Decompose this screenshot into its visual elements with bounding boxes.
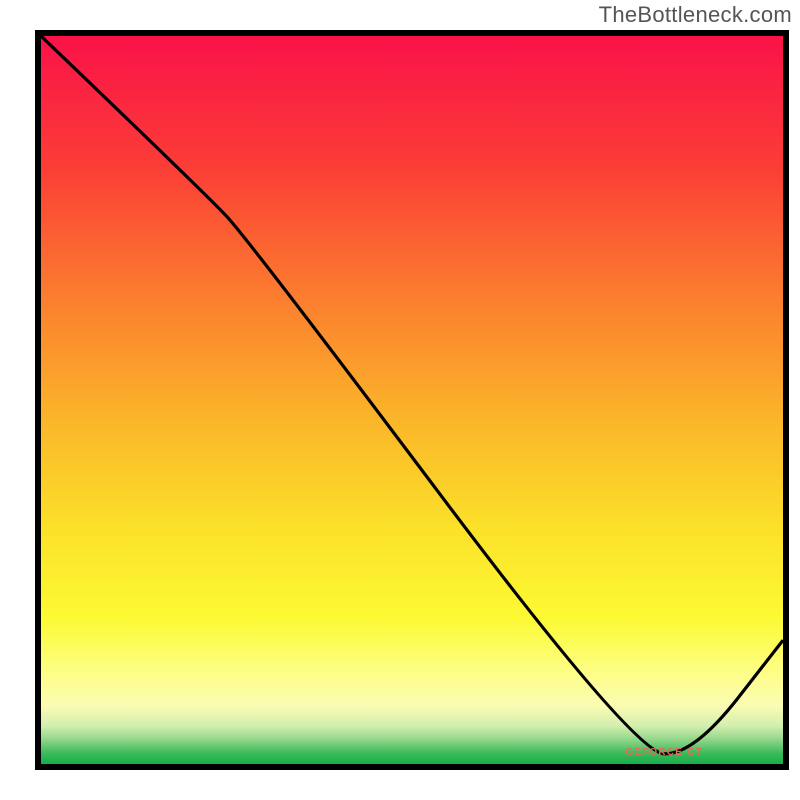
chart-container: TheBottleneck.com GEFORCE GT [0,0,800,800]
watermark-text: TheBottleneck.com [599,2,792,28]
marker-label: GEFORCE GT [625,747,703,758]
bottleneck-curve: GEFORCE GT [41,36,783,764]
plot-area: GEFORCE GT [41,36,783,764]
